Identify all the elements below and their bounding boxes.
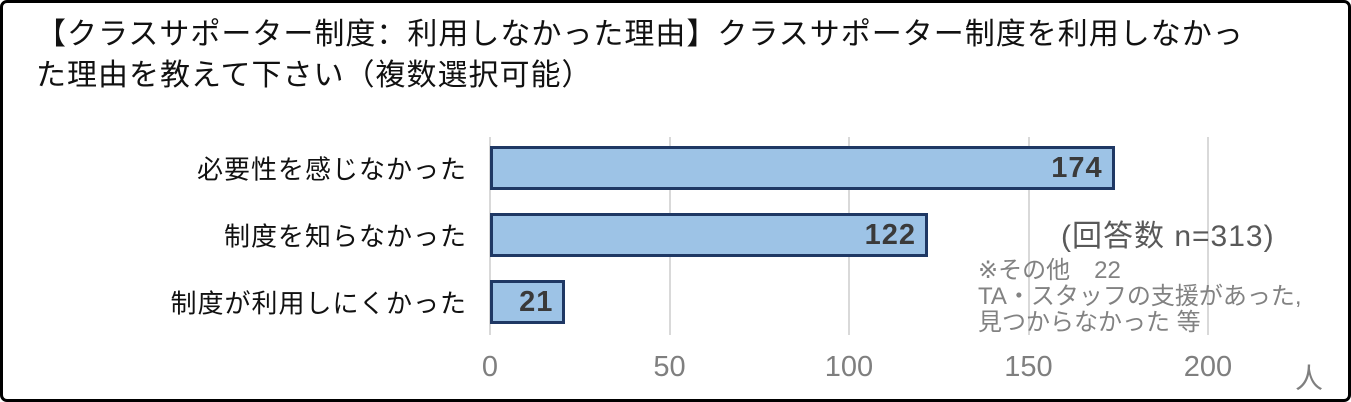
category-label-0: 必要性を感じなかった — [196, 154, 467, 185]
x-axis-unit-label: 人 — [1295, 363, 1324, 394]
bar-2: 21 — [490, 280, 566, 324]
bar-value-label: 21 — [519, 285, 554, 318]
x-tick-label-100: 100 — [824, 351, 874, 383]
note-line1: ※その他 22 — [978, 257, 1121, 284]
chart-title: 【クラスサポーター制度：利用しなかった理由】クラスサポーター制度を利用しなかっ … — [36, 14, 1326, 96]
respondents-annotation: (回答数 n=313) — [1061, 220, 1275, 253]
plot-area: 174 122 21 — [489, 137, 1262, 335]
note-line2: TA・スタッフの支援があった, — [978, 283, 1302, 310]
bar-value-label: 174 — [1051, 151, 1103, 184]
x-tick-label-0: 0 — [481, 351, 499, 383]
category-label-2: 制度が利用しにくかった — [170, 288, 467, 319]
category-label-1: 制度を知らなかった — [223, 221, 467, 252]
note-line3: 見つからなかった 等 — [978, 309, 1201, 336]
other-notes-annotation: ※その他 22 TA・スタッフの支援があった, 見つからなかった 等 — [978, 258, 1302, 336]
bar-1: 122 — [490, 213, 928, 257]
bar-0: 174 — [490, 146, 1115, 190]
chart-title-line2: た理由を教えて下さい（複数選択可能） — [36, 59, 593, 92]
bar-value-label: 122 — [864, 218, 916, 251]
gridline-x-150 — [1027, 137, 1030, 335]
gridline-x-200 — [1207, 137, 1209, 335]
x-tick-label-50: 50 — [653, 351, 686, 383]
x-tick-label-200: 200 — [1183, 351, 1233, 383]
x-tick-label-150: 150 — [1004, 351, 1053, 383]
chart-title-line1: 【クラスサポーター制度：利用しなかった理由】クラスサポーター制度を利用しなかっ — [36, 18, 1244, 51]
